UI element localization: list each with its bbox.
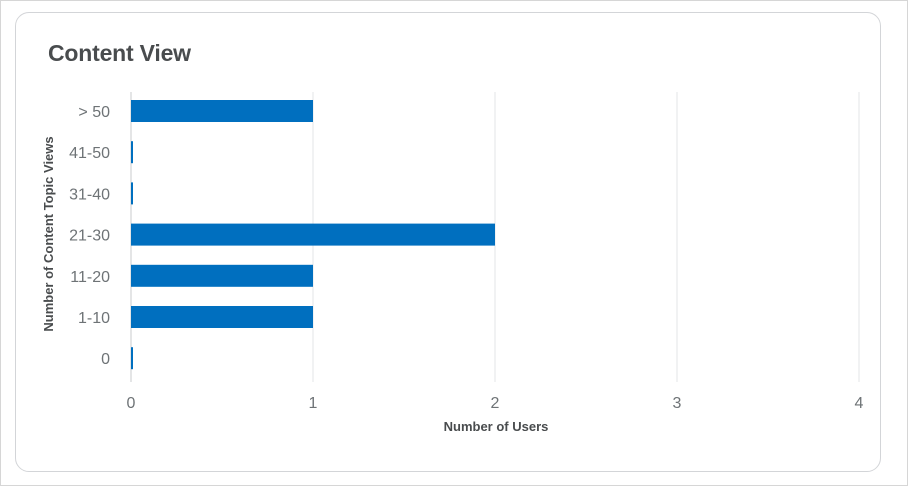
y-tick-label: 41-50 <box>69 145 110 162</box>
y-axis-title: Number of Content Topic Views <box>41 136 56 331</box>
y-tick-labels: > 50 41-50 31-40 21-30 11-20 1-10 0 <box>69 104 110 368</box>
y-tick-label: 0 <box>101 351 110 368</box>
x-tick-label: 1 <box>309 395 318 412</box>
bar[interactable] <box>131 182 133 205</box>
y-tick-label: 11-20 <box>70 269 110 286</box>
x-tick-label: 2 <box>491 395 500 412</box>
x-tick-label: 3 <box>673 395 682 412</box>
x-tick-label: 4 <box>855 395 864 412</box>
bar[interactable] <box>131 347 133 370</box>
x-tick-labels: 0 1 2 3 4 <box>127 395 864 412</box>
bar[interactable] <box>131 100 313 122</box>
bar[interactable] <box>131 264 313 287</box>
y-tick-label: 21-30 <box>69 228 110 245</box>
card-title: Content View <box>48 40 191 66</box>
y-tick-label: 31-40 <box>69 186 110 203</box>
bar[interactable] <box>131 306 313 328</box>
y-tick-label: > 50 <box>78 104 110 121</box>
x-axis-title: Number of Users <box>444 419 549 434</box>
bar[interactable] <box>131 141 133 164</box>
bar[interactable] <box>131 223 495 246</box>
x-tick-label: 0 <box>127 395 136 412</box>
bars <box>131 100 495 370</box>
y-tick-label: 1-10 <box>78 310 110 327</box>
